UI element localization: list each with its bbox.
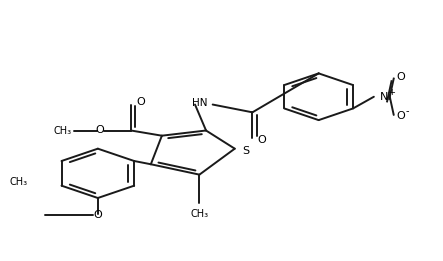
- Text: CH₃: CH₃: [54, 126, 72, 135]
- Text: N: N: [380, 92, 388, 102]
- Text: -: -: [405, 106, 409, 117]
- Text: +: +: [388, 88, 395, 97]
- Text: O: O: [136, 97, 145, 107]
- Text: S: S: [243, 146, 250, 156]
- Text: O: O: [258, 135, 267, 145]
- Text: O: O: [93, 210, 102, 220]
- Text: HN: HN: [192, 98, 207, 108]
- Text: O: O: [396, 72, 405, 82]
- Text: CH₃: CH₃: [190, 209, 209, 218]
- Text: O: O: [96, 125, 105, 135]
- Text: O: O: [396, 111, 405, 121]
- Text: CH₃: CH₃: [9, 177, 27, 187]
